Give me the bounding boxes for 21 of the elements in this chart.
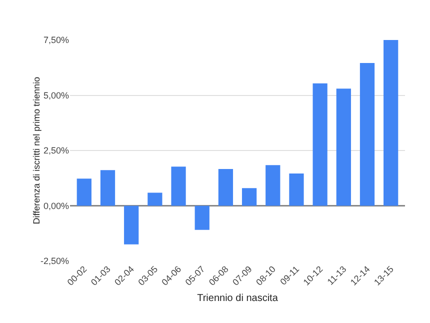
y-tick-label: 7,50% — [43, 35, 69, 46]
bar — [194, 206, 210, 230]
bar — [289, 173, 304, 206]
bar — [76, 178, 92, 206]
bar — [312, 83, 328, 206]
y-axis-title: Differenza di iscritti nel primo triennio — [31, 76, 42, 224]
y-tick-label: 0,00% — [43, 200, 69, 211]
y-tick-label: -2,50% — [40, 256, 69, 266]
bar — [100, 170, 116, 206]
x-axis-title: Triennio di nascita — [197, 293, 278, 304]
bar — [148, 192, 162, 206]
y-tick-label: 5,00% — [43, 90, 69, 100]
bar — [171, 166, 186, 206]
bar — [266, 165, 280, 206]
bar — [360, 62, 375, 206]
bar — [384, 40, 398, 206]
bar — [124, 206, 139, 244]
bar — [218, 169, 234, 206]
bar — [336, 88, 351, 206]
bar — [242, 188, 257, 206]
y-tick-label: 2,50% — [43, 146, 69, 156]
